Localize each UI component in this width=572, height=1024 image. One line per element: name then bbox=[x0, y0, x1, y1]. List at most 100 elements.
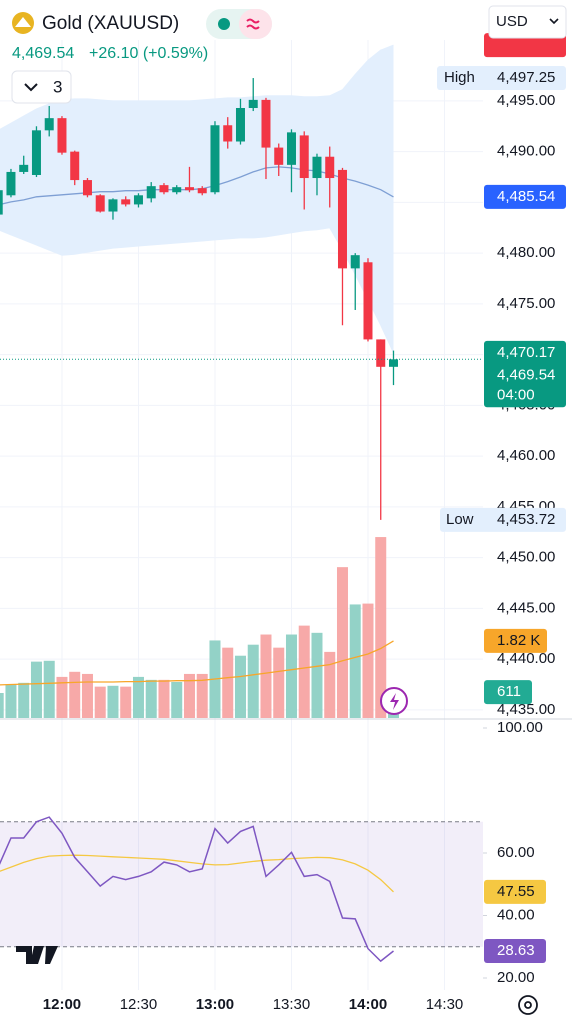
volume-value: 611 bbox=[497, 683, 521, 700]
axes: 4,435.004,440.004,445.004,450.004,455.00… bbox=[0, 33, 572, 1013]
rsi-ma bbox=[0, 854, 394, 893]
band-edge bbox=[0, 227, 394, 354]
candle-body bbox=[312, 156, 322, 179]
volume-ma-value: 1.82 K bbox=[497, 632, 540, 649]
candle-body bbox=[133, 195, 143, 205]
volume-bar bbox=[107, 685, 119, 718]
candle-body bbox=[210, 125, 220, 193]
volume-bar bbox=[273, 647, 285, 718]
rsi-band bbox=[0, 821, 483, 947]
volume-bar bbox=[285, 634, 297, 718]
indicators-toggle[interactable] bbox=[11, 70, 72, 104]
y-tick-label: 4,440.00 bbox=[497, 650, 555, 667]
rsi-tick-label: 20.00 bbox=[497, 969, 535, 986]
volume-bar bbox=[183, 673, 195, 718]
x-tick-label: 13:30 bbox=[273, 996, 311, 1013]
tv-logo bbox=[16, 946, 58, 964]
volume-bar bbox=[132, 676, 144, 718]
rsi-badge bbox=[484, 939, 546, 964]
rsi-tick-label: 40.00 bbox=[497, 906, 535, 923]
y-tick-label: 4,445.00 bbox=[497, 599, 555, 616]
candle-body bbox=[337, 169, 347, 269]
volume-bar bbox=[171, 681, 183, 718]
band-fill bbox=[0, 45, 394, 353]
market-open-dot bbox=[218, 18, 230, 30]
last-price-badge bbox=[484, 340, 566, 408]
y-tick-label: 4,435.00 bbox=[497, 701, 555, 718]
x-tick-label: 12:00 bbox=[43, 996, 81, 1013]
candle-body bbox=[261, 99, 271, 148]
volume-badge bbox=[484, 680, 532, 705]
y-tick-label: 4,450.00 bbox=[497, 549, 555, 566]
rsi-tick-label: 60.00 bbox=[497, 844, 535, 861]
lower-band-value: 4,470.17 bbox=[497, 344, 555, 361]
x-tick-label: 13:00 bbox=[196, 996, 234, 1013]
currency-label: USD bbox=[496, 13, 528, 30]
volume-bar bbox=[18, 682, 30, 718]
price-pane bbox=[0, 44, 483, 718]
candle-body bbox=[388, 359, 398, 367]
high-value: 4,497.25 bbox=[497, 69, 555, 86]
collapse-chevron bbox=[24, 83, 38, 92]
last-price: 4,469.54 bbox=[12, 45, 74, 62]
candle-body bbox=[19, 164, 29, 172]
volume-bar bbox=[336, 567, 348, 718]
candle-body bbox=[121, 199, 131, 205]
candle-body bbox=[223, 125, 233, 142]
volume-bar bbox=[94, 686, 106, 718]
x-tick-label: 14:00 bbox=[349, 996, 387, 1013]
volume-bar bbox=[247, 644, 259, 718]
realtime-icon bbox=[246, 18, 260, 30]
indicator-count: 3 bbox=[53, 77, 62, 96]
settings-button[interactable] bbox=[518, 995, 538, 1015]
last-price-value: 4,469.54 bbox=[497, 366, 555, 383]
y-tick-label: 4,490.00 bbox=[497, 143, 555, 160]
volume-bar bbox=[158, 679, 170, 718]
candle-body bbox=[6, 171, 16, 196]
candle-body bbox=[159, 185, 169, 193]
upper-band-badge bbox=[484, 33, 566, 58]
candle-body bbox=[325, 156, 335, 179]
low-text: Low bbox=[446, 511, 474, 528]
volume-bar bbox=[324, 651, 336, 718]
x-tick-label: 12:30 bbox=[120, 996, 158, 1013]
volume-bar bbox=[0, 692, 4, 718]
x-tick-label: 14:30 bbox=[426, 996, 464, 1013]
y-tick-label: 4,495.00 bbox=[497, 92, 555, 109]
candle-body bbox=[286, 132, 296, 165]
middle-band-value: 4,485.54 bbox=[497, 188, 555, 205]
rsi-tick-label: 100.00 bbox=[497, 719, 543, 736]
volume-ma-badge bbox=[484, 628, 547, 653]
volume-bar bbox=[145, 679, 157, 718]
dropdown-chevron bbox=[549, 18, 559, 25]
volume-bar bbox=[375, 537, 387, 718]
high-text: High bbox=[444, 69, 475, 86]
volume-bar bbox=[81, 673, 93, 718]
volume-bar bbox=[120, 686, 132, 718]
countdown: 04:00 bbox=[497, 386, 535, 403]
volume-bar bbox=[5, 684, 17, 718]
candle-body bbox=[350, 255, 360, 269]
volume-bar bbox=[362, 603, 374, 718]
currency-dropdown[interactable] bbox=[488, 5, 567, 39]
middle-band-badge bbox=[484, 184, 566, 209]
candle-body bbox=[108, 199, 118, 212]
candle-body bbox=[95, 195, 105, 212]
candle-body bbox=[299, 135, 309, 179]
candle-body bbox=[70, 151, 80, 181]
candle-body bbox=[172, 187, 182, 193]
volume-bar bbox=[30, 661, 42, 718]
candle-body bbox=[248, 99, 258, 109]
low-value: 4,453.72 bbox=[497, 511, 555, 528]
volume-bar bbox=[196, 673, 208, 718]
price-change: +26.10 (+0.59%) bbox=[89, 45, 208, 62]
rsi-line bbox=[0, 816, 394, 963]
volume-ma bbox=[0, 640, 394, 686]
symbol-title: Gold (XAUUSD) bbox=[42, 13, 179, 34]
candle-body bbox=[235, 108, 245, 142]
y-tick-label: 4,480.00 bbox=[497, 244, 555, 261]
rsi-value: 28.63 bbox=[497, 942, 535, 959]
volume-bar bbox=[311, 632, 323, 718]
volume-bar bbox=[43, 660, 55, 718]
